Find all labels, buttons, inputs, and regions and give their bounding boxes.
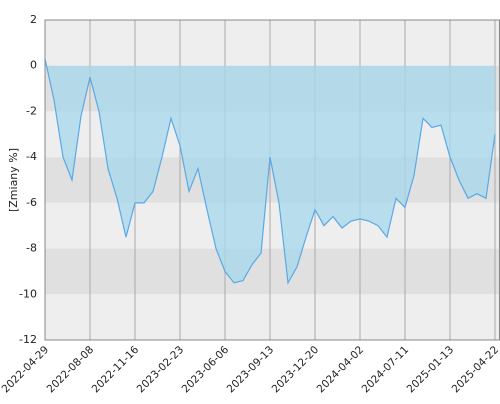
- x-tick-label: 2023-12-20: [270, 344, 322, 396]
- y-tick-label: -6: [26, 196, 37, 209]
- x-tick-label: 2023-06-06: [180, 344, 232, 396]
- x-tick-label: 2022-11-16: [90, 344, 142, 396]
- y-tick-label: 2: [30, 13, 37, 26]
- x-tick-label: 2023-02-23: [135, 344, 187, 396]
- line: [44, 58, 496, 285]
- y-tick-label: -8: [26, 242, 37, 255]
- band: [45, 202, 500, 249]
- y-tick-label: -10: [19, 287, 37, 300]
- y-tick-label: -2: [26, 104, 37, 117]
- y-tick-label: -4: [26, 150, 37, 163]
- band: [45, 20, 500, 66]
- area: [45, 58, 495, 283]
- x-tick-label: 2025-01-13: [405, 344, 457, 396]
- y-axis-label: [Zmiany %]: [7, 148, 20, 212]
- y-tick-label: 0: [30, 59, 37, 72]
- x-tick-label: 2025-04-22: [450, 344, 500, 396]
- x-tick-label: 2022-04-29: [0, 344, 51, 396]
- band: [45, 248, 500, 295]
- x-tick-label: 2024-04-02: [315, 344, 367, 396]
- x-tick-label: 2024-07-11: [360, 344, 412, 396]
- y-tick-label: -12: [19, 333, 37, 346]
- band: [45, 294, 500, 340]
- x-tick-label: 2023-09-13: [225, 344, 277, 396]
- x-tick-label: 2022-08-08: [45, 344, 97, 396]
